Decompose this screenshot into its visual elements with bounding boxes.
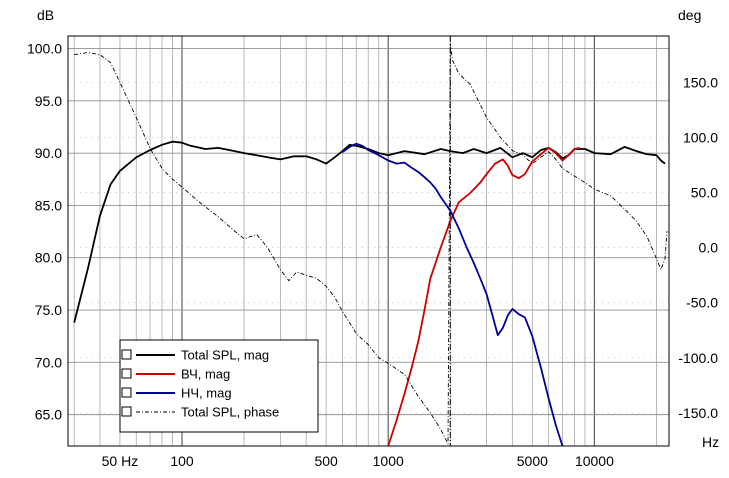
legend-label: Total SPL, mag [181,348,269,363]
left-tick-label: 75.0 [35,302,62,318]
left-tick-label: 70.0 [35,354,62,370]
right-tick-label: 100.0 [683,129,718,145]
plot-frame [67,35,670,447]
legend-checkbox[interactable] [121,387,132,398]
left-tick-label: 85.0 [35,197,62,213]
x-tick-label: 1000 [373,453,404,469]
right-tick-label: -150.0 [678,405,718,421]
legend-label: НЧ, mag [181,386,232,401]
right-tick-label: -100.0 [678,350,718,366]
left-tick-label: 90.0 [35,145,62,161]
legend-checkbox[interactable] [121,349,132,360]
right-tick-label: 0.0 [699,240,719,256]
x-tick-label: 50 Hz [102,453,139,469]
left-axis-unit: dB [37,7,54,23]
right-tick-label: -50.0 [686,295,718,311]
x-axis-ticks: 50 Hz 100 500 1000 5000 10000 [102,453,614,469]
series-group [73,43,668,447]
series-line-2 [341,142,564,447]
x-tick-label: 500 [314,453,338,469]
right-tick-label: 50.0 [691,185,718,201]
legend: Total SPL, mag ВЧ, mag НЧ, mag Total SPL, p… [119,339,319,433]
left-axis-ticks: 65.0 70.0 75.0 80.0 85.0 90.0 95.0 100.0 [27,41,62,423]
right-axis-unit: deg [678,7,701,23]
series-line-3 [74,43,668,445]
legend-label: Total SPL, phase [181,405,279,420]
x-tick-label: 100 [170,453,194,469]
left-tick-label: 80.0 [35,250,62,266]
x-tick-label: 5000 [517,453,548,469]
right-axis-ticks: -150.0 -100.0 -50.0 0.0 50.0 100.0 150.0 [678,74,718,421]
legend-checkbox[interactable] [121,368,132,379]
left-tick-label: 65.0 [35,407,62,423]
legend-checkbox[interactable] [121,406,132,417]
left-tick-label: 100.0 [27,41,62,57]
x-tick-label: 10000 [575,453,614,469]
right-tick-label: 150.0 [683,74,718,90]
left-tick-label: 95.0 [35,93,62,109]
series-line-1 [387,146,581,447]
x-axis-unit: Hz [702,434,719,450]
legend-label: ВЧ, mag [181,367,230,382]
